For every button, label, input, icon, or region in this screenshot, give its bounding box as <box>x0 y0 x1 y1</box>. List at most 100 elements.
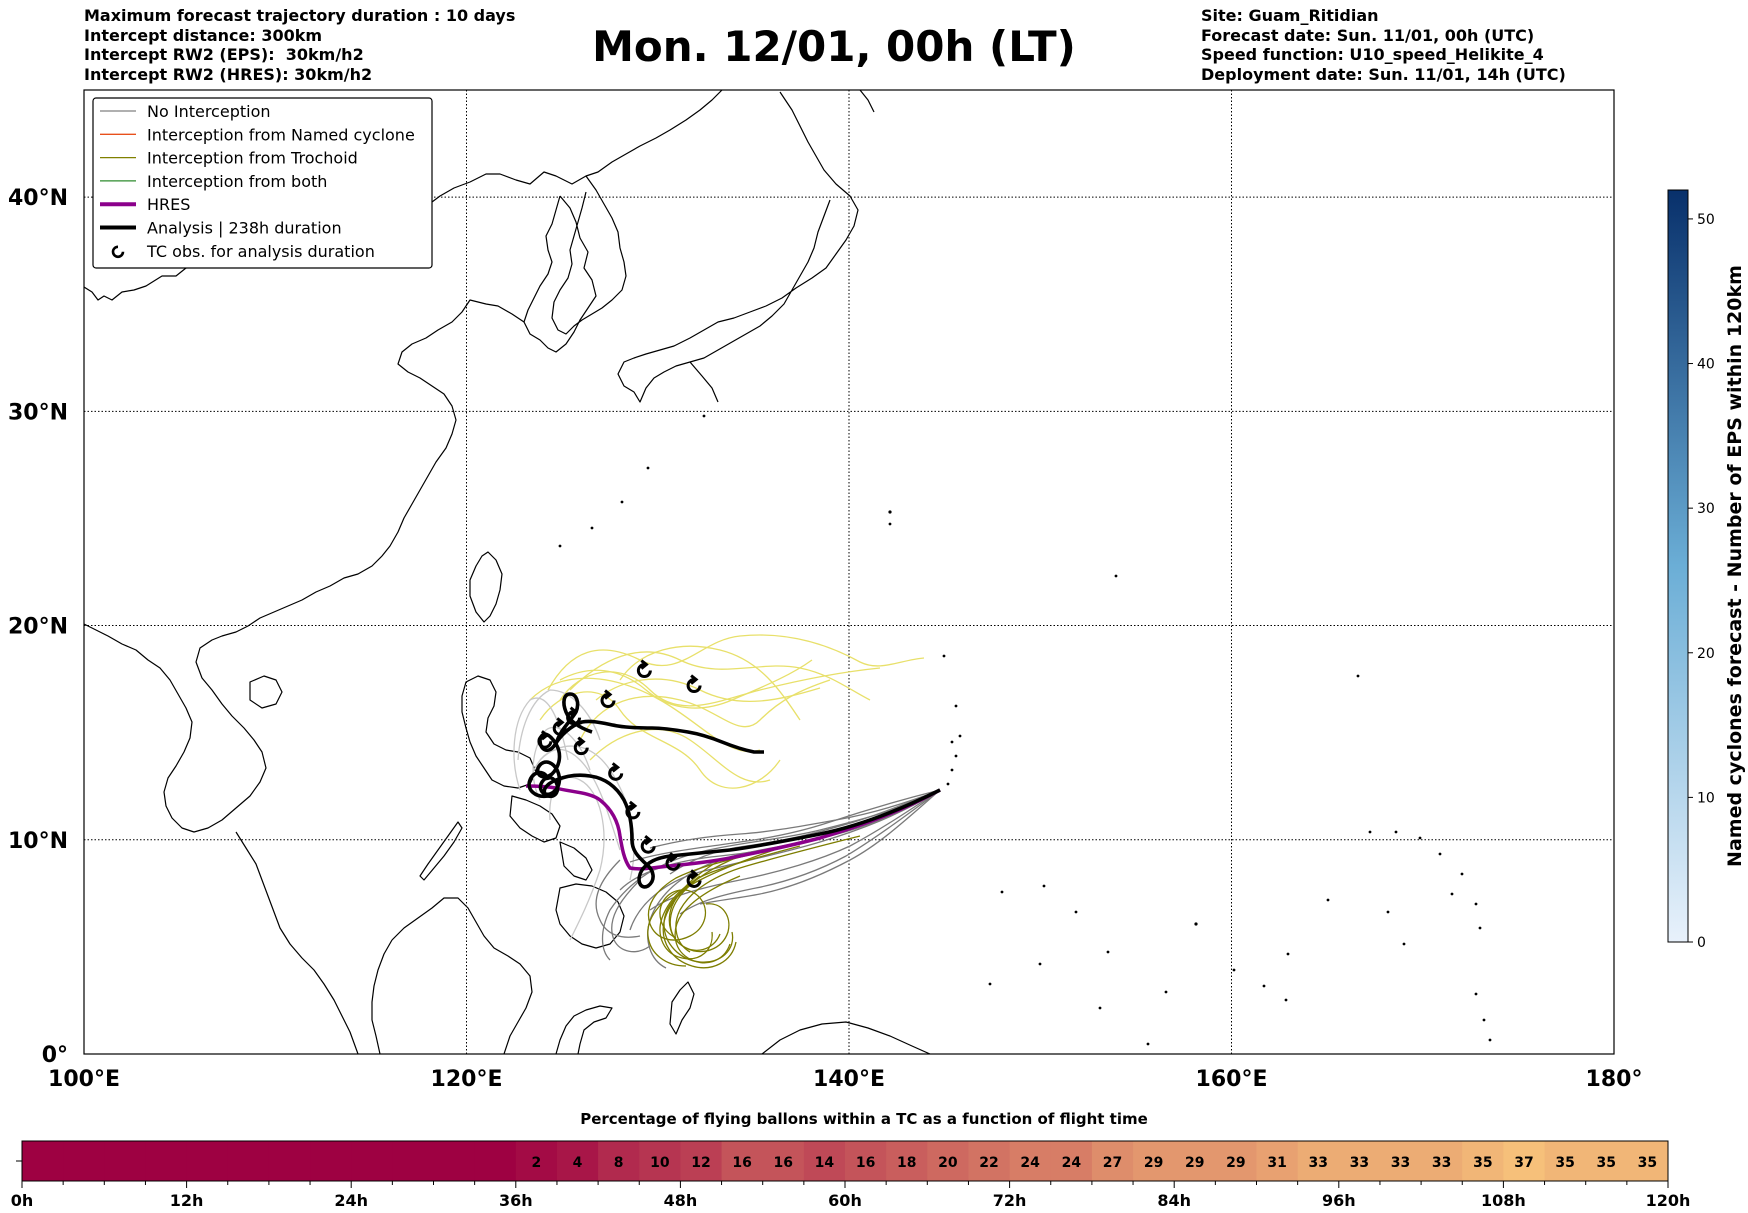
lon-tick-label: 180° <box>1586 1067 1643 1092</box>
hainan-coastline <box>249 675 283 709</box>
colorbar-right-label: Named cyclones forecast - Number of EPS … <box>1724 265 1746 867</box>
bottom-bar-cell <box>1256 1141 1299 1181</box>
header-right-line-4: Deployment date: Sun. 11/01, 14h (UTC) <box>1201 64 1566 84</box>
header-left-line-4: Intercept RW2 (HRES): 30km/h2 <box>84 64 373 84</box>
lon-tick-label: 100°E <box>48 1067 120 1092</box>
legend-marker-icon <box>111 245 125 259</box>
header-left-line-1: Maximum forecast trajectory duration : 1… <box>84 6 516 25</box>
tc-obs-marker <box>686 674 702 693</box>
legend: No Interception Interception from Named c… <box>92 97 433 269</box>
colorbar-right: 0 10 20 30 40 50 Named cyclones forecast - Nu… <box>1667 189 1746 951</box>
bottom-bar-cell <box>1174 1141 1216 1181</box>
bottom-bar-cell-value: 16 <box>732 1155 751 1171</box>
trochoid-light-trajectories <box>529 634 925 789</box>
lat-tick-label: 30°N <box>8 400 68 425</box>
lon-tick-label: 160°E <box>1196 1067 1268 1092</box>
sakhalin-coastline <box>859 90 875 113</box>
bottom-bar-cells: 2 4 8 10 12 16 16 14 16 18 20 22 24 24 27 29 29 29 31 33 33 3… <box>22 1141 1669 1181</box>
trochoid-trajectories <box>647 835 861 969</box>
tc-obs-marker <box>600 689 616 708</box>
bottom-bar-cell <box>927 1141 969 1181</box>
bottom-bar-cell <box>1133 1141 1175 1181</box>
bottom-bar-cell-value: 4 <box>573 1155 583 1171</box>
legend-item: Interception from Named cyclone <box>100 125 415 144</box>
bottom-bar-tick-label: 72h <box>993 1191 1027 1210</box>
bottom-bar-cell-value: 35 <box>1638 1155 1657 1171</box>
new-guinea-coastline <box>761 1021 931 1054</box>
header-left-line-3: Intercept RW2 (EPS): 30km/h2 <box>84 45 364 64</box>
bottom-bar-cell-value: 14 <box>815 1155 835 1171</box>
bottom-bar-cell-value: 37 <box>1514 1155 1533 1171</box>
tc-obs-marker <box>552 717 568 736</box>
bottom-bar-cell-value: 35 <box>1555 1155 1574 1171</box>
bottom-bar-cell <box>22 1141 64 1181</box>
bottom-bar-cell-value: 24 <box>1062 1155 1082 1171</box>
legend-label: Interception from Named cyclone <box>147 125 415 144</box>
bottom-bar-tick-label: 36h <box>499 1191 533 1210</box>
colorbar-tick-label: 50 <box>1697 212 1715 228</box>
borneo-coastline <box>371 897 533 1054</box>
header-right-line-3: Speed function: U10_speed_Helikite_4 <box>1201 45 1544 64</box>
tc-obs-marker <box>640 835 656 854</box>
bottom-bar-cell-value: 29 <box>1226 1155 1245 1171</box>
bottom-bar-cell <box>968 1141 1011 1181</box>
legend-label: Interception from both <box>147 172 327 191</box>
bottom-bar-cell <box>762 1141 805 1181</box>
tc-obs-marker <box>566 706 582 726</box>
bottom-bar-cell-value: 33 <box>1350 1155 1369 1171</box>
bottom-bar-cell <box>639 1141 681 1181</box>
bottom-bar-cell-value: 24 <box>1020 1155 1040 1171</box>
bottom-bar-cell <box>886 1141 928 1181</box>
bottom-bar-cell-value: 35 <box>1597 1155 1616 1171</box>
legend-items: No Interception Interception from Named c… <box>100 102 415 261</box>
bottom-bar-cell-value: 35 <box>1473 1155 1492 1171</box>
bottom-bar-tick-label: 120h <box>1646 1191 1691 1210</box>
tc-obs-marker <box>537 730 553 749</box>
bottom-bar-tick-label: 96h <box>1322 1191 1356 1210</box>
bottom-bar-cell <box>351 1141 393 1181</box>
bottom-bar-tick-label: 108h <box>1481 1191 1526 1210</box>
bottom-bar-cell <box>1297 1141 1340 1181</box>
bottom-bar-cell <box>1215 1141 1257 1181</box>
bottom-bar-cell <box>474 1141 517 1181</box>
bottom-bar-cell-value: 12 <box>691 1155 710 1171</box>
header-right-line-1: Site: Guam_Ritidian <box>1201 6 1379 25</box>
lat-tick-label: 0° <box>42 1043 68 1068</box>
bottom-bar-cell-value: 8 <box>614 1155 624 1171</box>
legend-label: Analysis | 238h duration <box>147 219 342 238</box>
lat-tick-label: 20°N <box>8 615 68 640</box>
bottom-bar-cell-value: 18 <box>897 1155 916 1171</box>
halmahera-coastline <box>669 981 695 1035</box>
bottom-bar-cell <box>556 1141 599 1181</box>
tc-observation-markers <box>537 659 702 888</box>
bottom-bar-cell <box>721 1141 764 1181</box>
gridlines <box>84 90 1614 1054</box>
map-axis-labels: 100°E 120°E 140°E 160°E 180° 0° 10°N 20°N 30°N 4… <box>8 186 1643 1092</box>
colorbar-right-bar <box>1667 189 1689 943</box>
japan-coastline <box>617 91 859 403</box>
page-title: Mon. 12/01, 00h (LT) <box>592 22 1076 71</box>
bottom-bar-cell <box>1338 1141 1381 1181</box>
bottom-bar-tick-label: 84h <box>1157 1191 1191 1210</box>
bottom-bar-cell-value: 10 <box>650 1155 670 1171</box>
bottom-bar-title: Percentage of flying ballons within a TC… <box>580 1110 1148 1128</box>
analysis-trajectory <box>535 719 941 889</box>
colorbar-tick-label: 0 <box>1697 935 1706 951</box>
bottom-bar-cell <box>598 1141 640 1181</box>
bottom-bar-cell-value: 29 <box>1185 1155 1204 1171</box>
legend-label: HRES <box>147 195 190 214</box>
bottom-bar-cell-value: 16 <box>856 1155 875 1171</box>
tc-obs-marker <box>686 869 702 888</box>
bottom-bar-cell <box>515 1141 558 1181</box>
legend-item: Interception from Trochoid <box>100 149 358 168</box>
colorbar-tick-label: 40 <box>1697 357 1715 373</box>
bottom-bar-ticks: 0h 12h 24h 36h 48h 60h 72h 84h 96h 108h 120h <box>11 1160 1691 1210</box>
lon-tick-label: 120°E <box>431 1067 503 1092</box>
bottom-bar-cell <box>227 1141 270 1181</box>
bottom-bar-tick-label: 0h <box>11 1191 34 1210</box>
bottom-bar-cell-value: 16 <box>774 1155 793 1171</box>
lat-tick-label: 10°N <box>8 829 68 854</box>
bottom-bar-cell <box>104 1141 146 1181</box>
bottom-bar-cell <box>433 1141 476 1181</box>
